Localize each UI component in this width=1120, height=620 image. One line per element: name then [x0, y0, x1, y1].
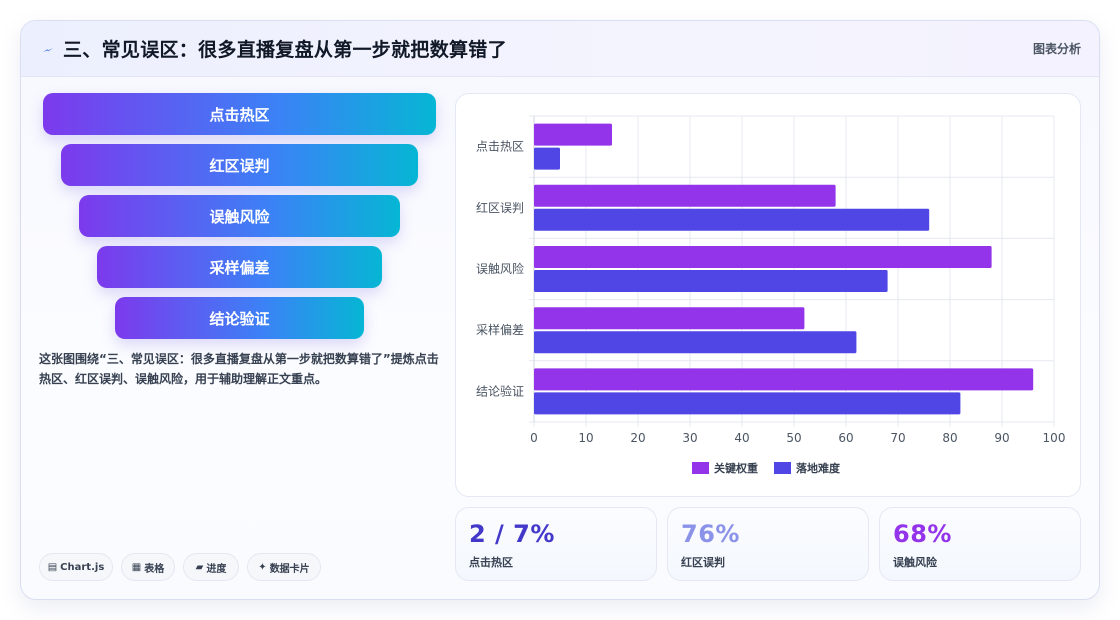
chart-icon: ▤	[47, 561, 58, 573]
stat-value: 2 / 7%	[469, 520, 555, 548]
bar-difficulty	[534, 331, 857, 354]
bar-key-weight	[534, 368, 1034, 391]
chip-progress[interactable]: ▰ 进度	[183, 553, 239, 581]
chart-panel: 点击热区红区误判误触风险采样偏差结论验证 0 10 20 30 40 50 60 70 80 90 1…	[455, 93, 1081, 497]
stat-card-2: 76% 红区误判	[667, 507, 869, 581]
x-tick-label: 100	[1043, 431, 1066, 445]
chip-table[interactable]: ▦ 表格	[121, 553, 175, 581]
stat-label: 点击热区	[469, 556, 513, 569]
legend-label: 落地难度	[796, 461, 841, 475]
x-tick-label: 0	[530, 431, 538, 445]
y-tick-label: 红区误判	[476, 200, 524, 215]
funnel-step-3: 误触风险	[79, 195, 400, 237]
x-tick-label: 30	[682, 431, 697, 445]
chart-analysis-tag: 图表分析	[1032, 42, 1081, 56]
chip-label: 表格	[144, 563, 165, 575]
funnel-step-1: 点击热区	[43, 93, 436, 135]
legend-swatch	[774, 462, 791, 474]
bar-key-weight	[534, 184, 836, 207]
legend-swatch	[692, 462, 709, 474]
sparkle-icon: ✦	[258, 561, 267, 573]
x-tick-label: 50	[786, 431, 801, 445]
chip-label: 进度	[206, 563, 227, 575]
legend-label: 关键权重	[714, 461, 758, 475]
chart-description: 这张图围绕“三、常见误区：很多直播复盘从第一步就把数算错了”提炼点击热区、红区误…	[39, 352, 439, 386]
x-tick-label: 90	[994, 431, 1009, 445]
funnel-step-5: 结论验证	[115, 297, 364, 339]
bar-key-weight	[534, 307, 805, 330]
stat-value: 68%	[893, 520, 952, 548]
bar-difficulty	[534, 270, 888, 292]
sparkle-icon	[43, 48, 53, 52]
stat-value: 76%	[681, 520, 740, 548]
funnel-step-2: 红区误判	[61, 144, 418, 186]
chip-data-card[interactable]: ✦ 数据卡片	[247, 553, 321, 581]
x-tick-label: 10	[578, 431, 593, 445]
chip-label: Chart.js	[60, 561, 105, 573]
bar-difficulty	[534, 208, 930, 231]
x-tick-label: 70	[890, 431, 905, 445]
x-tick-label: 20	[630, 431, 645, 445]
bar-key-weight	[534, 246, 992, 268]
main-card: 三、常见误区：很多直播复盘从第一步就把数算错了 图表分析 点击热区 红区误判 误…	[20, 20, 1100, 600]
stat-label: 红区误判	[681, 556, 725, 569]
bar-difficulty	[534, 392, 961, 415]
header: 三、常见误区：很多直播复盘从第一步就把数算错了 图表分析	[21, 21, 1099, 77]
x-tick-label: 80	[942, 431, 957, 445]
bar-key-weight	[534, 123, 612, 146]
y-tick-label: 采样偏差	[476, 322, 524, 337]
chip-label: 数据卡片	[269, 563, 310, 575]
stat-label: 误触风险	[893, 556, 937, 569]
chip-chartjs[interactable]: ▤ Chart.js	[39, 553, 113, 581]
y-tick-label: 点击热区	[476, 140, 524, 154]
stat-card-1: 2 / 7% 点击热区	[455, 507, 657, 581]
y-tick-label: 误触风险	[476, 261, 524, 276]
table-icon: ▦	[131, 561, 142, 573]
x-tick-label: 60	[838, 431, 853, 445]
x-tick-label: 40	[734, 431, 749, 445]
funnel-step-4: 采样偏差	[97, 246, 382, 288]
stat-card-3: 68% 误触风险	[879, 507, 1081, 581]
bar-difficulty	[534, 147, 560, 170]
progress-icon: ▰	[195, 561, 204, 573]
y-tick-label: 结论验证	[476, 383, 524, 398]
page-title: 三、常见误区：很多直播复盘从第一步就把数算错了	[63, 39, 507, 61]
